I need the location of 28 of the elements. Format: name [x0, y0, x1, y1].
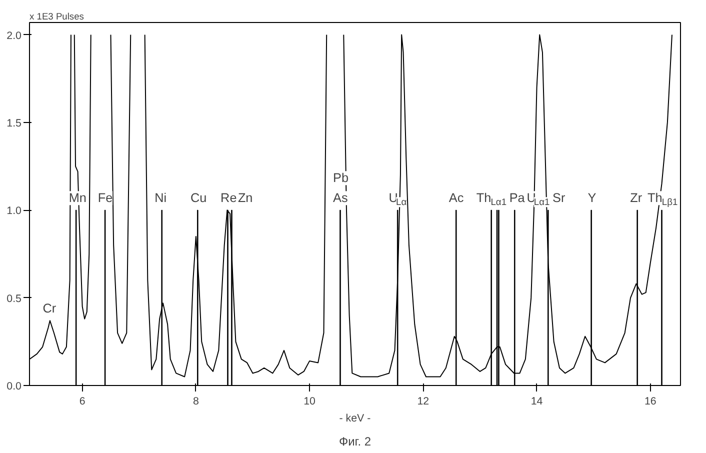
x-tick-label: 10: [304, 396, 316, 408]
annotation: Zn: [238, 191, 253, 206]
annotation: Zr: [630, 191, 642, 206]
annotation: As: [333, 191, 348, 206]
y-tick-label: 0.5: [6, 292, 22, 305]
annotation: Y: [588, 191, 597, 206]
annotation: Sr: [552, 191, 566, 206]
annotation: Ni: [154, 191, 167, 206]
annotation: Cr: [42, 302, 56, 316]
annotation: Pa: [509, 191, 526, 206]
y-axis-title: x 1E3 Pulses: [30, 12, 84, 22]
x-tick-label: 16: [644, 396, 656, 408]
x-tick-label: 8: [192, 396, 199, 408]
y-tick-label: 0.0: [6, 380, 22, 392]
annotation: Pb: [333, 171, 349, 186]
annotation: Re: [220, 191, 237, 206]
y-tick-label: 1.0: [6, 205, 22, 218]
annotation: Ac: [448, 191, 464, 206]
x-tick-label: 14: [530, 396, 543, 408]
x-tick-label: 6: [79, 396, 86, 408]
x-tick-label: 12: [417, 396, 430, 408]
x-axis-title: - keV -: [339, 412, 372, 424]
annotation: Cu: [190, 191, 207, 206]
text: Фиг. 2: [338, 434, 372, 448]
y-tick-label: 2.0: [6, 30, 22, 42]
annotation: Mn: [68, 191, 86, 206]
annotation: Fe: [98, 191, 113, 206]
y-tick-label: 1.5: [6, 117, 22, 130]
